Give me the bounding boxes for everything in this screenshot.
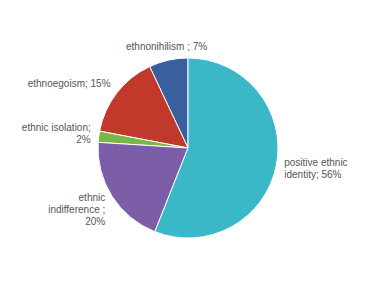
pie-chart: ethnonihilism ; 7% ethnoegoism; 15% ethnic… bbox=[0, 0, 377, 284]
slice-label-line: identity; 56% bbox=[284, 168, 341, 179]
slice-label-line: ethnoegoism; 15% bbox=[28, 78, 111, 89]
slice-label: ethnonihilism ; 7% bbox=[126, 40, 207, 51]
slices bbox=[98, 58, 278, 238]
slice-label-line: ethnic isolation; bbox=[22, 122, 91, 133]
slice-label-line: ethnonihilism ; 7% bbox=[126, 40, 207, 51]
pie-slice bbox=[155, 58, 278, 238]
slice-label-line: 20% bbox=[85, 216, 105, 227]
slice-label: ethnoegoism; 15% bbox=[28, 78, 111, 89]
slice-label-line: indifference ; bbox=[48, 204, 105, 215]
slice-label-line: ethnic bbox=[79, 192, 106, 203]
slice-label: positive ethnicidentity; 56% bbox=[284, 156, 347, 179]
chart-container: ethnonihilism ; 7% ethnoegoism; 15% ethnic… bbox=[0, 0, 377, 284]
slice-label: ethnicindifference ;20% bbox=[48, 192, 105, 227]
slice-label: ethnic isolation;2% bbox=[22, 122, 91, 145]
labels: ethnonihilism ; 7% ethnoegoism; 15% ethnic… bbox=[22, 40, 348, 227]
slice-label-line: positive ethnic bbox=[284, 156, 347, 167]
slice-label-line: 2% bbox=[76, 134, 91, 145]
